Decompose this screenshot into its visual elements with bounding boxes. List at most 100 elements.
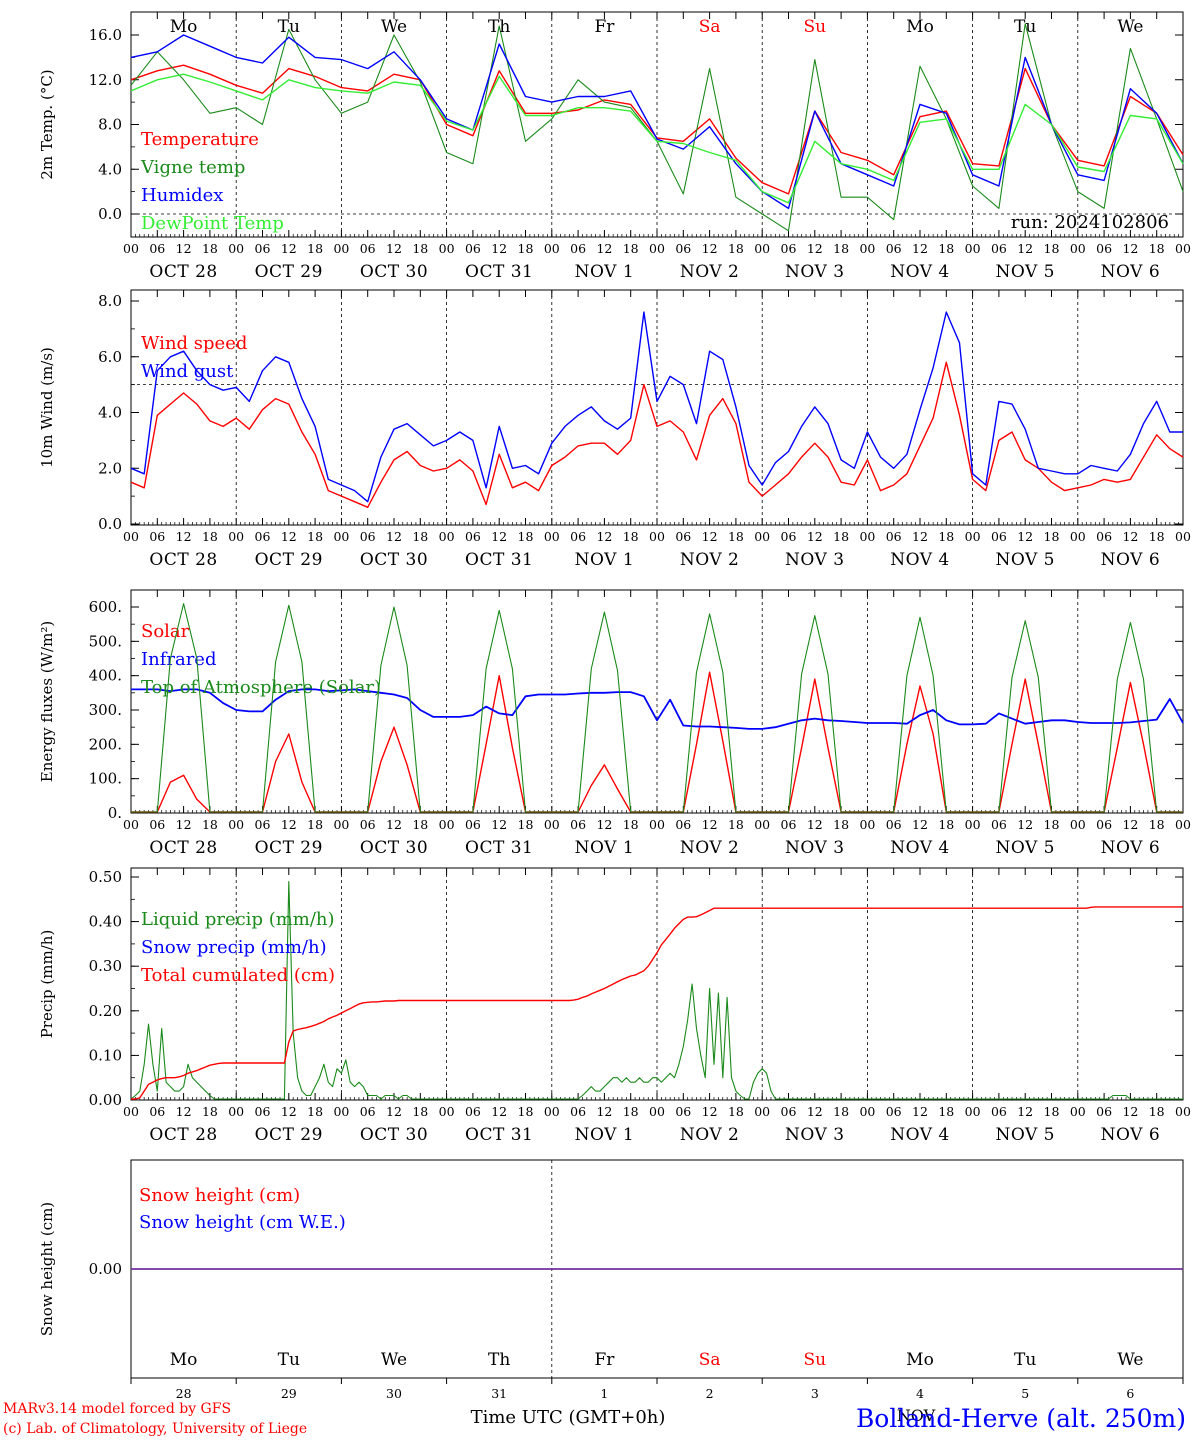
hour-tick-label: 12 [596, 529, 612, 544]
legend-entry: Snow precip (mm/h) [141, 937, 327, 958]
weekday-label-bottom: Fr [594, 1350, 615, 1370]
hour-tick-label: 18 [938, 817, 954, 832]
legend-entry: Liquid precip (mm/h) [141, 909, 335, 930]
day-number-label: 5 [1021, 1386, 1029, 1401]
hour-tick-label: 06 [991, 1104, 1007, 1119]
hour-tick-label: 18 [307, 241, 323, 256]
date-label: OCT 28 [149, 1125, 217, 1145]
hour-tick-label: 00 [1175, 1104, 1191, 1119]
legend-entry: Snow height (cm W.E.) [139, 1212, 346, 1233]
series-line-wind-speed [130, 361, 1184, 508]
hour-tick-label: 06 [360, 1104, 376, 1119]
y-tick-label: 6.0 [98, 348, 122, 366]
series-line-liquid-precip-mm-h- [130, 880, 1183, 1100]
hour-tick-label: 00 [649, 241, 665, 256]
panel-frame [130, 11, 1184, 238]
hour-tick-label: 06 [991, 817, 1007, 832]
weekday-label-top: Tu [1014, 17, 1036, 37]
hour-tick-label: 06 [886, 817, 902, 832]
hour-tick-label: 18 [833, 529, 849, 544]
legend-entry: Vigne temp [140, 157, 245, 178]
hour-tick-label: 00 [649, 529, 665, 544]
weekday-label-bottom: Su [803, 1350, 826, 1370]
credit-model: MARv3.14 model forced by GFS [3, 1401, 231, 1417]
hour-tick-label: 06 [991, 529, 1007, 544]
weekday-label-top: Mo [170, 17, 198, 37]
hour-tick-label: 12 [1122, 1104, 1138, 1119]
hour-tick-label: 00 [965, 241, 981, 256]
date-label: NOV 3 [785, 262, 845, 282]
hour-tick-label: 00 [754, 817, 770, 832]
hour-tick-label: 12 [176, 529, 192, 544]
hour-tick-label: 12 [491, 817, 507, 832]
hour-tick-label: 00 [859, 817, 875, 832]
hour-tick-label: 00 [333, 529, 349, 544]
legend-entry: Humidex [141, 185, 223, 206]
date-label: OCT 28 [149, 838, 217, 858]
hour-tick-label: 06 [570, 1104, 586, 1119]
hour-tick-label: 06 [570, 241, 586, 256]
run-annotation: run: 2024102806 [1011, 212, 1169, 233]
weekday-label-top: Tu [278, 17, 300, 37]
y-tick-label: 4.0 [98, 404, 122, 422]
date-label: NOV 4 [890, 838, 950, 858]
weekday-label-bottom: Mo [170, 1350, 198, 1370]
hour-tick-label: 00 [439, 241, 455, 256]
y-tick-label: 600. [89, 598, 122, 616]
hour-tick-label: 00 [1175, 241, 1191, 256]
day-number-label: 30 [386, 1386, 402, 1401]
hour-tick-label: 12 [491, 241, 507, 256]
date-label: OCT 30 [360, 262, 428, 282]
hour-tick-label: 06 [149, 1104, 165, 1119]
hour-tick-label: 06 [991, 241, 1007, 256]
series-line-total-cumulated-cm- [131, 906, 1183, 1100]
hour-tick-label: 12 [702, 241, 718, 256]
date-label: NOV 6 [1101, 838, 1161, 858]
hour-tick-label: 12 [807, 817, 823, 832]
hour-tick-label: 12 [176, 1104, 192, 1119]
hour-tick-label: 00 [1070, 1104, 1086, 1119]
hour-tick-label: 06 [360, 241, 376, 256]
date-label: NOV 2 [680, 262, 740, 282]
date-label: NOV 1 [575, 262, 635, 282]
month-label: NOV [897, 1406, 936, 1425]
hour-tick-label: 00 [1070, 529, 1086, 544]
hour-tick-label: 06 [1096, 241, 1112, 256]
hour-tick-label: 06 [465, 817, 481, 832]
hour-tick-label: 18 [518, 1104, 534, 1119]
legend-entry: Solar [141, 621, 190, 642]
weekday-label-top: We [381, 17, 407, 37]
hour-tick-label: 06 [465, 241, 481, 256]
date-label: NOV 3 [785, 838, 845, 858]
hour-tick-label: 18 [1044, 817, 1060, 832]
hour-tick-label: 18 [1149, 817, 1165, 832]
y-axis-label: 10m Wind (m/s) [38, 347, 56, 468]
date-label: NOV 5 [995, 1125, 1055, 1145]
hour-tick-label: 06 [255, 241, 271, 256]
hour-tick-label: 18 [728, 817, 744, 832]
hour-tick-label: 12 [1017, 817, 1033, 832]
date-label: NOV 1 [575, 1125, 635, 1145]
hour-tick-label: 12 [1017, 241, 1033, 256]
hour-tick-label: 18 [202, 1104, 218, 1119]
y-axis-label: Snow height (cm) [38, 1202, 56, 1336]
date-label: OCT 28 [149, 262, 217, 282]
series-line-dewpoint-temp [130, 73, 1184, 204]
hour-tick-label: 06 [1096, 817, 1112, 832]
date-label: OCT 28 [149, 550, 217, 570]
hour-tick-label: 18 [833, 241, 849, 256]
y-tick-label: 8.0 [98, 116, 122, 134]
y-tick-label: 0.00 [89, 1260, 122, 1278]
y-tick-label: 200. [89, 735, 122, 753]
hour-tick-label: 12 [281, 1104, 297, 1119]
y-tick-label: 100. [89, 770, 122, 788]
hour-tick-label: 18 [1149, 529, 1165, 544]
weekday-label-top: We [1117, 17, 1143, 37]
hour-tick-label: 12 [386, 817, 402, 832]
hour-tick-label: 18 [1044, 529, 1060, 544]
hour-tick-label: 06 [255, 1104, 271, 1119]
hour-tick-label: 18 [938, 241, 954, 256]
hour-tick-label: 12 [596, 1104, 612, 1119]
